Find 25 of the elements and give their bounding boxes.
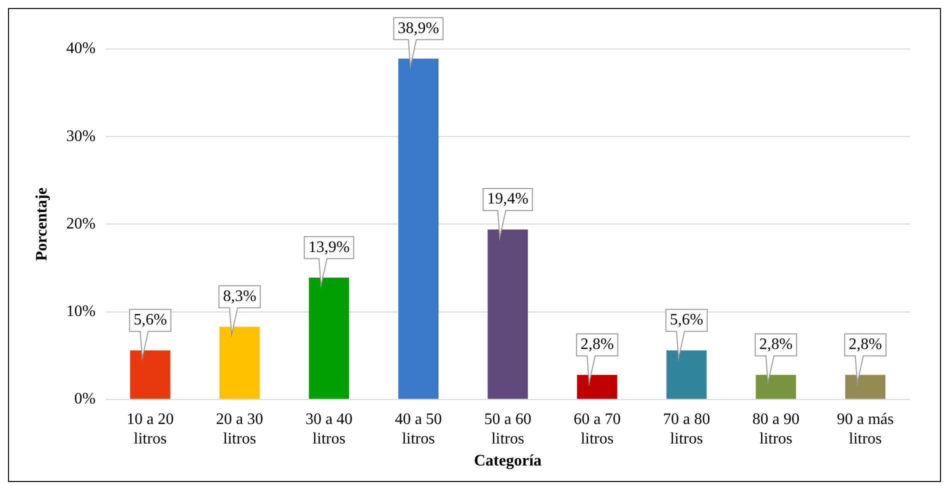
x-axis-title: Categoría — [474, 452, 542, 470]
x-tick-label: 10 a 20 litros — [126, 411, 174, 448]
x-tick-label: 50 a 60 litros — [484, 411, 532, 448]
data-label: 38,9% — [398, 20, 440, 37]
data-label: 5,6% — [670, 312, 704, 329]
x-tick-label: 40 a 50 litros — [394, 411, 442, 448]
y-tick-label: 0% — [74, 390, 96, 408]
y-tick-label: 20% — [66, 215, 96, 232]
data-label: 8,3% — [222, 288, 256, 305]
x-tick-label: 60 a 70 litros — [574, 411, 621, 448]
x-tick-label: 90 a más litros — [836, 411, 894, 448]
x-tick-label: 30 a 40 litros — [305, 411, 353, 448]
x-tick-label: 20 a 30 litros — [216, 411, 264, 448]
x-tick-label: 80 a 90 litros — [752, 411, 800, 448]
y-axis-title: Porcentaje — [34, 187, 51, 261]
y-tick-label: 30% — [66, 128, 96, 145]
data-label: 2,8% — [759, 336, 793, 354]
y-tick-label: 40% — [66, 40, 96, 58]
x-tick-label: 70 a 80 litros — [662, 411, 710, 448]
data-label: 19,4% — [487, 190, 528, 208]
data-label: 5,6% — [134, 312, 167, 329]
data-label: 2,8% — [580, 336, 614, 354]
data-label: 2,8% — [848, 336, 882, 354]
data-label: 13,9% — [308, 238, 350, 256]
y-tick-label: 10% — [66, 303, 96, 320]
